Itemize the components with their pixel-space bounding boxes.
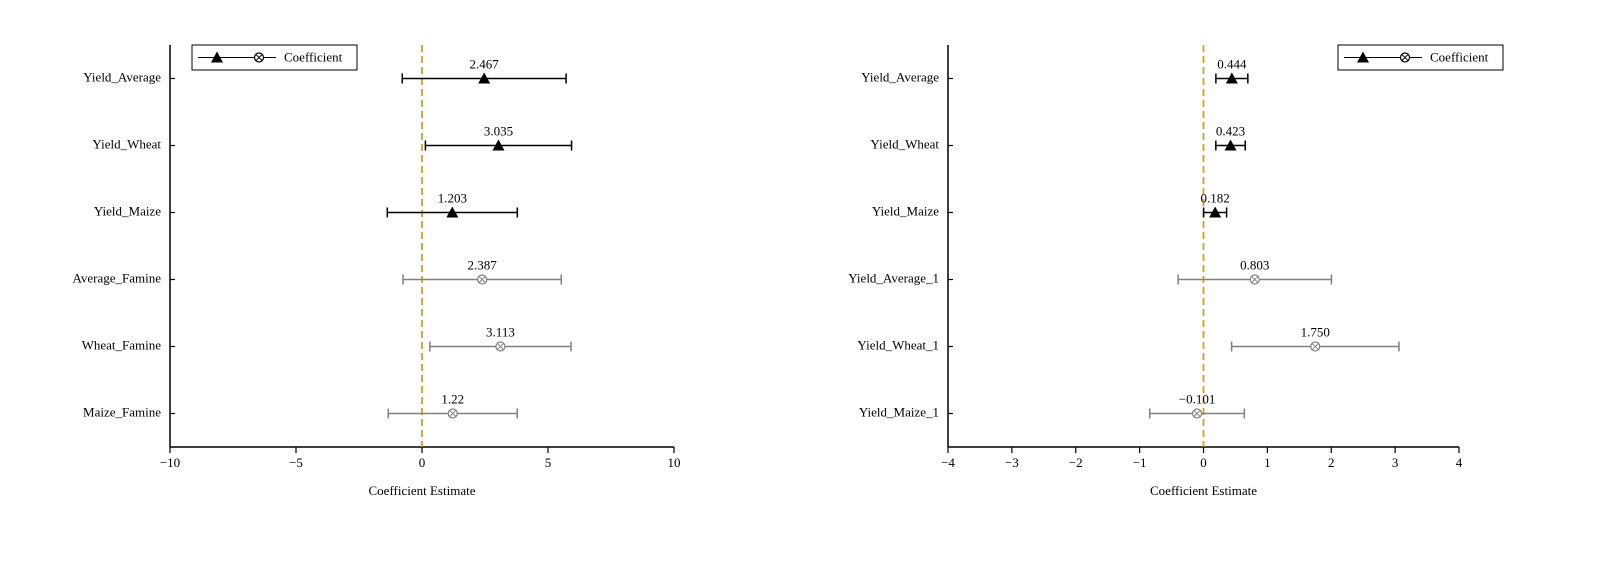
y-tick-label: Yield_Maize	[872, 203, 939, 218]
data-label: 2.387	[468, 257, 498, 272]
y-tick-label: Yield_Wheat	[92, 136, 161, 151]
x-tick-label: 5	[545, 455, 552, 470]
legend-marker	[1399, 52, 1411, 63]
point-marker	[495, 341, 506, 352]
legend-marker	[211, 51, 223, 63]
x-tick-label: −1	[1133, 455, 1147, 470]
x-tick-label: 10	[668, 455, 681, 470]
x-tick-label: −5	[289, 455, 303, 470]
point-marker	[447, 408, 458, 419]
data-label: 0.444	[1217, 56, 1247, 71]
x-tick-label: −2	[1069, 455, 1083, 470]
y-tick-label: Yield_Wheat_1	[857, 337, 939, 352]
point-marker	[446, 206, 459, 218]
y-tick-label: Average_Famine	[72, 270, 161, 285]
legend-label: Coefficient	[1430, 49, 1489, 64]
point-marker	[492, 139, 505, 151]
x-tick-label: −4	[941, 455, 955, 470]
y-tick-label: Wheat_Famine	[82, 337, 162, 352]
y-tick-label: Yield_Average	[83, 69, 161, 84]
data-label: 1.22	[441, 391, 464, 406]
y-tick-label: Maize_Famine	[83, 404, 161, 419]
x-axis-label: Coefficient Estimate	[369, 483, 476, 498]
y-tick-label: Yield_Wheat	[870, 136, 939, 151]
data-label: 3.113	[486, 324, 515, 339]
y-tick-label: Yield_Maize_1	[859, 404, 939, 419]
data-label: 2.467	[470, 56, 500, 71]
x-tick-label: −10	[160, 455, 180, 470]
point-marker	[1249, 274, 1260, 285]
x-tick-label: 1	[1264, 455, 1271, 470]
data-label: 0.803	[1240, 257, 1269, 272]
point-marker	[1310, 341, 1321, 352]
x-tick-label: 2	[1328, 455, 1335, 470]
point-marker	[1224, 139, 1237, 151]
legend-marker	[253, 52, 265, 63]
x-axis-label: Coefficient Estimate	[1150, 483, 1257, 498]
x-tick-label: 0	[1200, 455, 1207, 470]
data-label: −0.101	[1179, 391, 1216, 406]
x-tick-label: 0	[419, 455, 426, 470]
data-label: 1.750	[1301, 324, 1330, 339]
x-tick-label: 4	[1456, 455, 1463, 470]
x-tick-label: 3	[1392, 455, 1399, 470]
y-tick-label: Yield_Average_1	[848, 270, 939, 285]
point-marker	[1225, 72, 1238, 84]
y-tick-label: Yield_Maize	[94, 203, 161, 218]
data-label: 0.423	[1216, 123, 1245, 138]
point-marker	[477, 274, 488, 285]
data-label: 0.182	[1201, 190, 1230, 205]
point-marker	[478, 72, 491, 84]
data-label: 1.203	[438, 190, 467, 205]
y-tick-label: Yield_Average	[861, 69, 939, 84]
legend-label: Coefficient	[284, 49, 343, 64]
x-tick-label: −3	[1005, 455, 1019, 470]
point-marker	[1209, 206, 1222, 218]
legend-marker	[1357, 51, 1369, 63]
data-label: 3.035	[484, 123, 513, 138]
point-marker	[1191, 408, 1203, 419]
